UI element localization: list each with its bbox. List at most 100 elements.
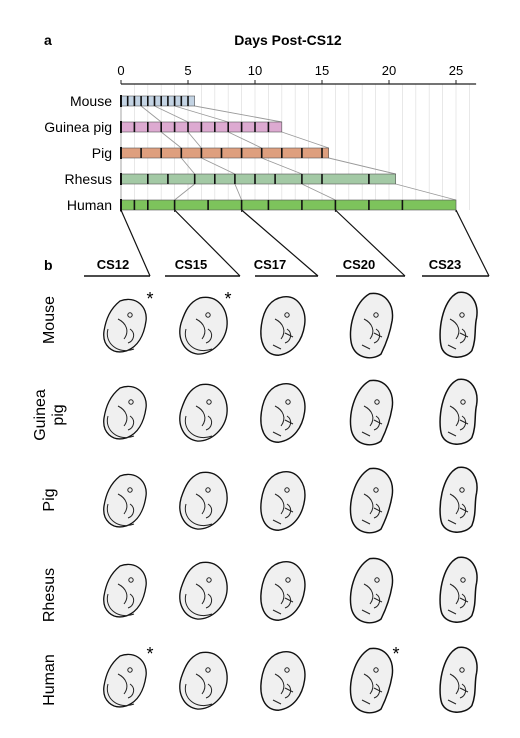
embryo-drawing xyxy=(179,651,228,710)
embryo-detail xyxy=(363,318,381,344)
embryo-limb xyxy=(447,597,469,615)
species-label: Pig xyxy=(92,145,112,161)
stage-connector xyxy=(154,105,189,123)
stage-connector xyxy=(194,105,282,123)
embryo-eye xyxy=(460,577,466,583)
embryo-tail xyxy=(106,593,135,616)
species-label: Guinea pig xyxy=(44,119,112,135)
stage-label: CS12 xyxy=(97,257,130,272)
row-label: Mouse xyxy=(41,296,58,344)
row-label-line: Pig xyxy=(41,488,58,511)
embryo-limb xyxy=(447,332,469,350)
embryo-detail xyxy=(195,493,213,519)
stage-connector xyxy=(301,183,336,201)
embryo-drawing xyxy=(179,471,228,530)
embryo-eye xyxy=(127,667,133,673)
row-label: Human xyxy=(41,654,58,706)
embryo-drawing xyxy=(439,291,478,358)
zoom-connector xyxy=(120,209,151,277)
embryo-tail xyxy=(106,415,135,438)
zoom-connector xyxy=(241,209,319,277)
embryo-detail xyxy=(195,673,213,699)
embryo-limb xyxy=(361,597,383,615)
stage-connector xyxy=(328,157,396,175)
row-label-line: pig xyxy=(50,404,67,425)
embryo-detail xyxy=(363,405,381,431)
embryo-outline xyxy=(439,378,478,445)
panel-label-a: a xyxy=(44,32,52,48)
embryo-eye xyxy=(206,577,212,583)
embryo-eye xyxy=(373,487,379,493)
x-tick-label: 25 xyxy=(449,63,463,78)
embryo-tail xyxy=(184,593,213,616)
embryo-eye xyxy=(127,487,133,493)
embryo-eye xyxy=(128,577,134,583)
stage-connector xyxy=(160,131,182,149)
chart-title: Days Post-CS12 xyxy=(234,32,342,48)
embryo-eye xyxy=(285,577,291,583)
embryo-limb xyxy=(272,597,294,615)
asterisk-mark: * xyxy=(146,644,153,664)
x-tick-label: 5 xyxy=(184,63,191,78)
embryo-limb xyxy=(272,332,294,350)
stage-connector xyxy=(201,157,236,175)
embryo-eye xyxy=(205,667,211,673)
embryo-detail xyxy=(117,583,135,609)
stage-connector xyxy=(187,131,202,149)
embryo-grid-panel: b CS12 CS15 CS17 CS20 CS23 Mouse Guinea pig Pig Rh… xyxy=(32,209,490,714)
embryo-drawing xyxy=(103,563,147,618)
embryo-detail xyxy=(274,405,292,431)
embryo-eye xyxy=(373,312,379,318)
stage-connector xyxy=(174,183,195,201)
zoom-connector xyxy=(174,209,241,277)
embryo-detail xyxy=(449,493,467,519)
embryo-outline xyxy=(439,291,478,358)
stage-label: CS23 xyxy=(429,257,462,272)
embryo-eye xyxy=(284,312,290,318)
species-label: Human xyxy=(67,197,112,213)
embryo-tail xyxy=(106,328,135,351)
zoom-connector xyxy=(334,209,406,277)
embryo-drawing xyxy=(349,292,394,359)
embryo-detail xyxy=(449,583,467,609)
x-tick-label: 10 xyxy=(248,63,262,78)
embryo-detail xyxy=(363,673,381,699)
embryo-drawing xyxy=(439,466,478,533)
embryo-drawing xyxy=(260,561,306,621)
x-tick-label: 15 xyxy=(315,63,329,78)
embryo-tail xyxy=(184,415,213,438)
asterisk-mark: * xyxy=(146,289,153,309)
species-label: Mouse xyxy=(70,93,112,109)
embryo-tail xyxy=(106,503,135,526)
embryo-limb xyxy=(361,332,383,350)
embryo-detail xyxy=(274,493,292,519)
embryo-detail xyxy=(117,405,135,431)
embryo-drawing xyxy=(179,383,228,442)
stage-label: CS15 xyxy=(175,257,208,272)
embryo-detail xyxy=(449,673,467,699)
embryo-eye xyxy=(205,312,211,318)
embryo-drawing xyxy=(439,378,478,445)
embryo-drawing xyxy=(260,383,306,443)
embryo-limb xyxy=(361,687,383,705)
stage-connector xyxy=(281,131,329,149)
embryo-limb xyxy=(361,507,383,525)
embryo-drawing xyxy=(349,379,394,446)
panel-label-b: b xyxy=(44,257,53,273)
embryo-detail xyxy=(274,318,292,344)
embryo-detail xyxy=(195,318,213,344)
zoom-connector xyxy=(455,209,490,277)
asterisk-mark: * xyxy=(224,289,231,309)
embryo-drawing xyxy=(349,647,394,714)
stage-connector xyxy=(395,183,457,201)
row-label-line: Human xyxy=(41,654,58,706)
embryo-tail xyxy=(184,503,213,526)
x-tick-label: 20 xyxy=(382,63,396,78)
embryo-detail xyxy=(363,583,381,609)
stage-connector xyxy=(180,157,196,175)
row-label: Rhesus xyxy=(41,568,58,622)
embryo-limb xyxy=(361,419,383,437)
embryo-eye xyxy=(460,399,466,405)
embryo-detail xyxy=(117,318,135,344)
embryo-detail xyxy=(363,493,381,519)
